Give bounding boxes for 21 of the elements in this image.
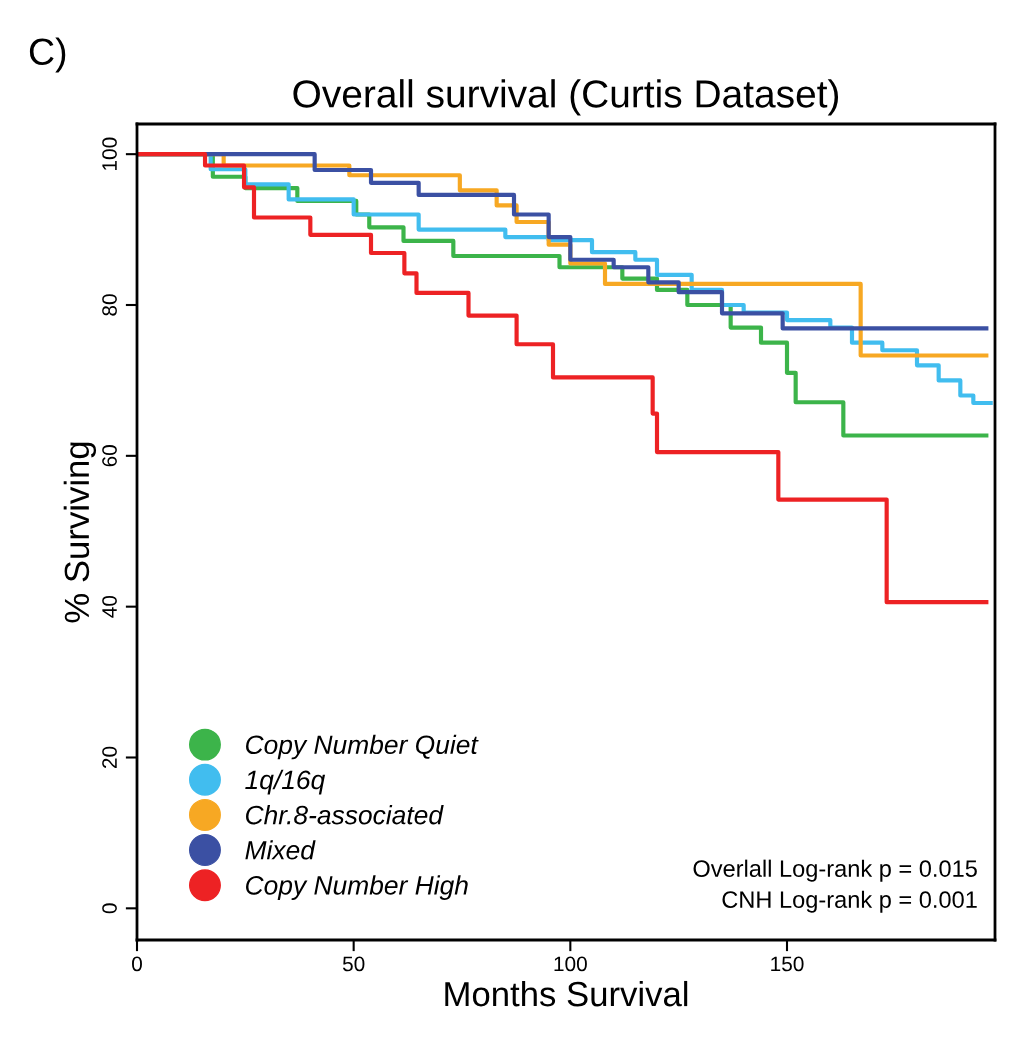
- annotation: CNH Log-rank p = 0.001: [722, 890, 977, 913]
- y-tick-label: 80: [102, 294, 117, 316]
- legend-label: Copy Number Quiet: [246, 734, 479, 760]
- x-tick-label: 100: [554, 956, 587, 972]
- y-tick-label: 0: [102, 903, 117, 914]
- x-tick-label: 50: [342, 956, 365, 972]
- chart-title: Overall survival (Curtis Dataset): [293, 79, 839, 116]
- y-tick-label: 100: [102, 137, 117, 170]
- text: C): [29, 37, 66, 73]
- y-tick-label: 20: [102, 746, 117, 769]
- legend-label: 1q/16q: [245, 769, 326, 795]
- legend-label: Copy Number High: [246, 875, 468, 900]
- legend-label: Chr.8-associated: [246, 805, 444, 825]
- y-tick-label: 40: [102, 595, 117, 618]
- annotation: Overlall Log-rank p = 0.015: [693, 859, 977, 882]
- y-tick-label: 60: [102, 445, 117, 467]
- x-tick-label: 0: [132, 956, 142, 972]
- y-axis-title: % Surviving: [63, 442, 97, 623]
- x-axis-title: Months Survival: [445, 980, 688, 1007]
- legend-label: Mixed: [245, 840, 316, 860]
- x-tick-label: 150: [771, 956, 804, 972]
